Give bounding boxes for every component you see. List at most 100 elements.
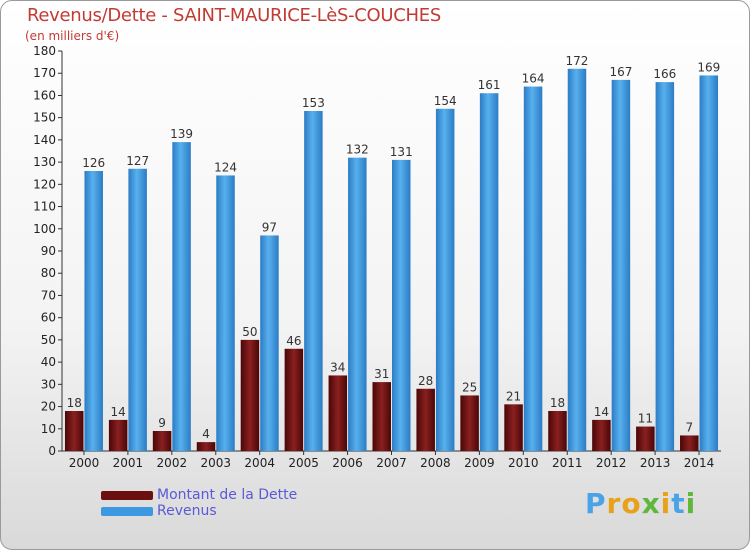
value-label-dette: 7 xyxy=(685,420,693,434)
x-tick-label: 2012 xyxy=(596,456,627,470)
value-label-dette: 28 xyxy=(418,374,433,388)
y-tick-label: 90 xyxy=(41,244,56,258)
value-label-revenus: 164 xyxy=(522,72,545,86)
bar-dette xyxy=(196,442,216,451)
bar-revenus xyxy=(392,159,411,451)
value-label-revenus: 166 xyxy=(653,67,676,81)
value-label-revenus: 126 xyxy=(82,156,105,170)
value-label-revenus: 131 xyxy=(390,145,413,159)
x-tick-label: 2006 xyxy=(332,456,363,470)
bar-dette xyxy=(372,382,391,451)
chart-labels: 18 126 14 127 9 139 4 124 50 97 46 153 34 132 31 131 28 1… xyxy=(67,54,721,441)
value-label-dette: 18 xyxy=(67,396,82,410)
y-tick-label: 160 xyxy=(33,88,56,102)
value-label-dette: 14 xyxy=(111,405,126,419)
legend-label-revenus: Revenus xyxy=(157,503,217,519)
x-tick-label: 2004 xyxy=(244,456,275,470)
y-tick-label: 60 xyxy=(41,311,56,325)
chart-subtitle: (en milliers d'€) xyxy=(25,29,120,43)
value-label-revenus: 124 xyxy=(214,160,237,174)
bar-dette xyxy=(108,419,128,451)
value-label-dette: 34 xyxy=(330,360,345,374)
value-label-dette: 31 xyxy=(374,367,389,381)
logo-letter: i xyxy=(660,487,672,520)
bar-dette xyxy=(504,404,523,451)
bar-revenus xyxy=(699,75,719,451)
y-tick-label: 140 xyxy=(33,133,56,147)
value-label-revenus: 154 xyxy=(434,94,457,108)
bar-revenus xyxy=(611,79,631,451)
chart-title: Revenus/Dette - SAINT-MAURICE-LèS-COUCHE… xyxy=(27,5,441,26)
proxiti-logo: Proxiti xyxy=(585,487,696,520)
x-tick-label: 2010 xyxy=(508,456,539,470)
value-label-dette: 21 xyxy=(506,389,521,403)
x-tick-label: 2014 xyxy=(684,456,715,470)
value-label-dette: 18 xyxy=(550,396,565,410)
x-tick-label: 2007 xyxy=(376,456,407,470)
value-label-revenus: 97 xyxy=(262,220,277,234)
bar-revenus xyxy=(523,86,543,452)
value-label-revenus: 161 xyxy=(478,78,501,92)
bar-revenus xyxy=(128,168,147,451)
x-tick-label: 2013 xyxy=(640,456,671,470)
y-tick-label: 100 xyxy=(33,222,56,236)
x-tick-label: 2009 xyxy=(464,456,495,470)
x-tick-label: 2003 xyxy=(200,456,231,470)
y-tick-label: 80 xyxy=(41,266,56,280)
y-tick-label: 20 xyxy=(41,400,56,414)
value-label-revenus: 167 xyxy=(609,65,632,79)
bar-revenus xyxy=(216,175,235,451)
value-label-revenus: 172 xyxy=(566,54,589,68)
y-tick-label: 50 xyxy=(41,333,56,347)
value-label-dette: 46 xyxy=(286,334,301,348)
x-tick-label: 2011 xyxy=(552,456,583,470)
value-label-dette: 50 xyxy=(242,325,257,339)
bar-revenus xyxy=(479,93,499,451)
bar-dette xyxy=(152,431,172,451)
y-tick-label: 150 xyxy=(33,111,56,125)
logo-letter: t xyxy=(671,487,686,520)
bar-revenus xyxy=(435,108,455,452)
y-tick-label: 0 xyxy=(48,444,56,458)
y-tick-label: 110 xyxy=(33,200,56,214)
value-label-dette: 14 xyxy=(594,405,609,419)
bar-dette xyxy=(328,375,348,451)
bar-revenus xyxy=(84,171,103,451)
value-label-revenus: 127 xyxy=(126,154,149,168)
x-tick-label: 2000 xyxy=(69,456,100,470)
bar-dette xyxy=(284,348,304,451)
logo-letter: o xyxy=(621,487,642,520)
value-label-revenus: 169 xyxy=(697,60,720,74)
y-tick-label: 130 xyxy=(33,155,56,169)
y-tick-label: 10 xyxy=(41,422,56,436)
y-tick-label: 40 xyxy=(41,355,56,369)
bar-dette xyxy=(240,339,260,451)
chart-bars xyxy=(64,68,719,452)
value-label-revenus: 139 xyxy=(170,127,193,141)
x-tick-label: 2005 xyxy=(288,456,319,470)
x-tick-label: 2001 xyxy=(113,456,144,470)
bar-revenus xyxy=(260,235,279,451)
value-label-revenus: 153 xyxy=(302,96,325,110)
legend-label-dette: Montant de la Dette xyxy=(157,487,298,503)
bar-dette xyxy=(460,395,479,451)
value-label-dette: 11 xyxy=(638,412,653,426)
bar-revenus xyxy=(567,68,587,452)
bar-dette xyxy=(548,411,567,451)
bar-revenus xyxy=(172,142,191,451)
bar-dette xyxy=(64,411,84,451)
value-label-dette: 25 xyxy=(462,380,477,394)
logo-letter: x xyxy=(641,487,661,520)
value-label-dette: 4 xyxy=(202,427,210,441)
logo-letter: r xyxy=(606,487,622,520)
y-tick-label: 180 xyxy=(33,44,56,58)
logo-letter: P xyxy=(585,487,607,520)
bar-dette xyxy=(592,419,611,451)
bar-dette xyxy=(636,426,655,451)
y-tick-label: 170 xyxy=(33,66,56,80)
legend-swatch-dette xyxy=(101,491,153,500)
y-tick-label: 30 xyxy=(41,377,56,391)
x-tick-label: 2008 xyxy=(420,456,451,470)
